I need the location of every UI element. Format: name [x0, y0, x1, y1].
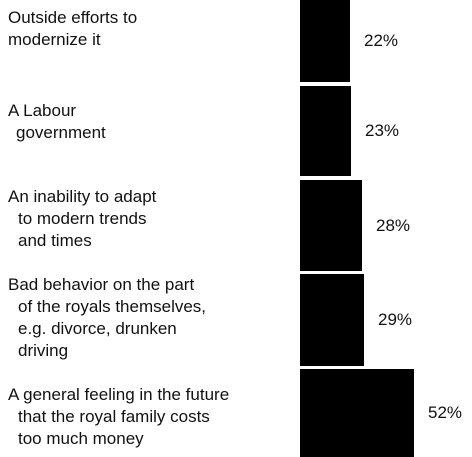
data-label-1: 22%	[364, 31, 399, 50]
data-label-4: 29%	[378, 310, 413, 329]
data-label-2: 23%	[365, 121, 400, 140]
bar-5	[300, 369, 414, 457]
category-label-3-line-1: An inability to adapt	[8, 187, 157, 206]
category-label-4-line-4: driving	[18, 341, 69, 360]
category-label-1-line-2: modernize it	[8, 30, 101, 49]
category-label-1-line-1: Outside efforts to	[8, 8, 138, 27]
category-label-4-line-1: Bad behavior on the part	[8, 275, 195, 294]
category-label-2-line-2: government	[16, 123, 106, 142]
category-label-5-line-3: too much money	[18, 429, 144, 448]
category-label-3-line-2: to modern trends	[18, 209, 147, 228]
category-label-4-line-2: of the royals themselves,	[18, 297, 207, 316]
data-label-3: 28%	[376, 215, 411, 235]
bar-4	[300, 274, 364, 366]
category-label-2-line-1: A Labour	[8, 101, 77, 120]
category-label-5-line-1: A general feeling in the future	[8, 385, 230, 404]
bar-3	[300, 180, 362, 271]
category-label-5-line-2: that the royal family costs	[18, 407, 210, 426]
category-label-4-line-3: e.g. divorce, drunken	[18, 319, 177, 338]
bar-2	[300, 86, 351, 176]
bar-1	[300, 0, 350, 82]
data-label-5: 52%	[428, 403, 463, 422]
category-label-3-line-3: and times	[18, 231, 92, 250]
